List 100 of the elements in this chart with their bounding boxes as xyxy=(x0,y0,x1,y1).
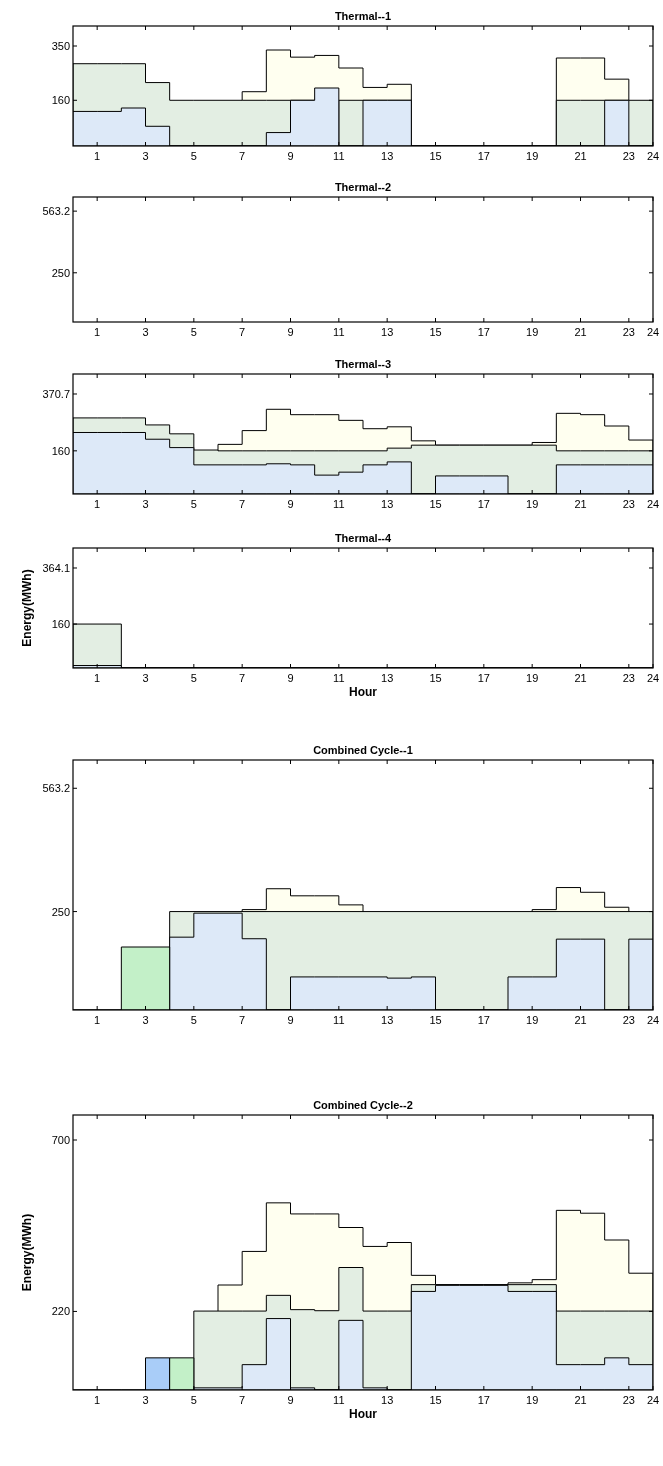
x-tick-label: 24 xyxy=(646,1394,660,1406)
y-tick-label: 220 xyxy=(51,1305,70,1318)
x-tick-label: 13 xyxy=(381,1394,394,1406)
x-tick-label: 13 xyxy=(381,326,394,338)
chart-title: Combined Cycle--1 xyxy=(313,744,413,756)
x-tick-label: 21 xyxy=(574,672,587,684)
x-tick-label: 15 xyxy=(429,1394,442,1406)
x-tick-label: 7 xyxy=(239,326,246,338)
x-tick-label: 13 xyxy=(381,1014,394,1026)
x-tick-label: 19 xyxy=(526,150,539,162)
y-tick-label: 250 xyxy=(51,905,70,918)
x-tick-label: 9 xyxy=(287,150,294,162)
chart-title: Thermal--3 xyxy=(334,358,392,370)
x-tick-label: 3 xyxy=(142,498,149,510)
x-tick-label: 24 xyxy=(646,150,660,162)
x-tick-label: 19 xyxy=(526,1394,539,1406)
y-axis-title: Energy(MWh) xyxy=(20,569,34,647)
y-tick-label: 250 xyxy=(51,266,70,279)
x-tick-label: 7 xyxy=(239,150,246,162)
x-tick-label: 15 xyxy=(429,150,442,162)
x-tick-label: 13 xyxy=(381,672,394,684)
x-axis-title: Hour xyxy=(349,1407,378,1421)
x-tick-label: 5 xyxy=(190,1394,197,1406)
y-tick-label: 160 xyxy=(51,444,70,457)
chart-title: Thermal--4 xyxy=(334,532,392,544)
x-tick-label: 13 xyxy=(381,150,394,162)
x-tick-label: 15 xyxy=(429,498,442,510)
chart-title: Thermal--2 xyxy=(334,181,392,193)
x-tick-label: 1 xyxy=(94,326,101,338)
x-tick-label: 9 xyxy=(287,326,294,338)
x-tick-label: 19 xyxy=(526,672,539,684)
x-tick-label: 17 xyxy=(477,1394,490,1406)
x-tick-label: 11 xyxy=(333,150,345,162)
x-tick-label: 7 xyxy=(239,1394,246,1406)
x-tick-label: 1 xyxy=(94,1394,101,1406)
x-tick-label: 3 xyxy=(142,150,149,162)
x-tick-label: 5 xyxy=(190,1014,197,1026)
x-tick-label: 23 xyxy=(622,498,635,510)
x-tick-label: 21 xyxy=(574,1394,587,1406)
x-tick-label: 7 xyxy=(239,672,246,684)
x-tick-label: 17 xyxy=(477,326,490,338)
x-tick-label: 11 xyxy=(333,672,345,684)
x-tick-label: 3 xyxy=(142,672,149,684)
y-tick-label: 700 xyxy=(51,1134,70,1146)
x-tick-label: 23 xyxy=(622,326,635,338)
x-tick-label: 13 xyxy=(381,498,394,510)
x-tick-label: 9 xyxy=(287,498,294,510)
x-tick-label: 7 xyxy=(239,1014,246,1026)
x-tick-label: 23 xyxy=(622,1014,635,1026)
chart-title: Combined Cycle--2 xyxy=(313,1099,413,1111)
x-tick-label: 1 xyxy=(94,150,101,162)
x-axis-title: Hour xyxy=(349,685,378,699)
x-tick-label: 9 xyxy=(287,672,294,684)
x-tick-label: 19 xyxy=(526,1014,539,1026)
x-tick-label: 23 xyxy=(622,150,635,162)
x-tick-label: 9 xyxy=(287,1394,294,1406)
x-tick-label: 21 xyxy=(574,1014,587,1026)
y-tick-label: 563.2 xyxy=(42,205,70,218)
y-tick-label: 364.1 xyxy=(42,562,70,574)
y-tick-label: 370.7 xyxy=(42,387,70,400)
x-tick-label: 23 xyxy=(622,672,635,684)
x-tick-label: 24 xyxy=(646,672,660,684)
x-tick-label: 3 xyxy=(142,1014,149,1026)
x-tick-label: 17 xyxy=(477,498,490,510)
x-tick-label: 11 xyxy=(333,326,345,338)
x-tick-label: 17 xyxy=(477,672,490,684)
x-tick-label: 21 xyxy=(574,326,587,338)
x-tick-label: 3 xyxy=(142,1394,149,1406)
x-tick-label: 1 xyxy=(94,672,101,684)
x-tick-label: 11 xyxy=(333,1014,345,1026)
chart-title: Thermal--1 xyxy=(334,10,392,22)
x-tick-label: 5 xyxy=(190,672,197,684)
x-tick-label: 24 xyxy=(646,498,660,510)
x-tick-label: 24 xyxy=(646,1014,660,1026)
x-tick-label: 11 xyxy=(333,498,345,510)
x-tick-label: 1 xyxy=(94,498,101,510)
y-tick-label: 350 xyxy=(51,40,70,52)
y-tick-label: 160 xyxy=(51,94,70,107)
y-axis-title: Energy(MWh) xyxy=(20,1213,34,1292)
x-tick-label: 7 xyxy=(239,498,246,510)
x-tick-label: 23 xyxy=(622,1394,635,1406)
y-tick-label: 160 xyxy=(51,618,70,631)
x-tick-label: 19 xyxy=(526,326,539,338)
x-tick-label: 17 xyxy=(477,150,490,162)
x-tick-label: 15 xyxy=(429,1014,442,1026)
x-tick-label: 5 xyxy=(190,150,197,162)
x-tick-label: 17 xyxy=(477,1014,490,1026)
x-tick-label: 5 xyxy=(190,498,197,510)
x-tick-label: 15 xyxy=(429,672,442,684)
x-tick-label: 5 xyxy=(190,326,197,338)
x-tick-label: 1 xyxy=(94,1014,101,1026)
x-tick-label: 3 xyxy=(142,326,149,338)
x-tick-label: 11 xyxy=(333,1394,345,1406)
x-tick-label: 19 xyxy=(526,498,539,510)
x-tick-label: 9 xyxy=(287,1014,294,1026)
y-tick-label: 563.2 xyxy=(42,782,70,795)
x-tick-label: 21 xyxy=(574,498,587,510)
x-tick-label: 21 xyxy=(574,150,587,162)
x-tick-label: 24 xyxy=(646,326,660,338)
x-tick-label: 15 xyxy=(429,326,442,338)
